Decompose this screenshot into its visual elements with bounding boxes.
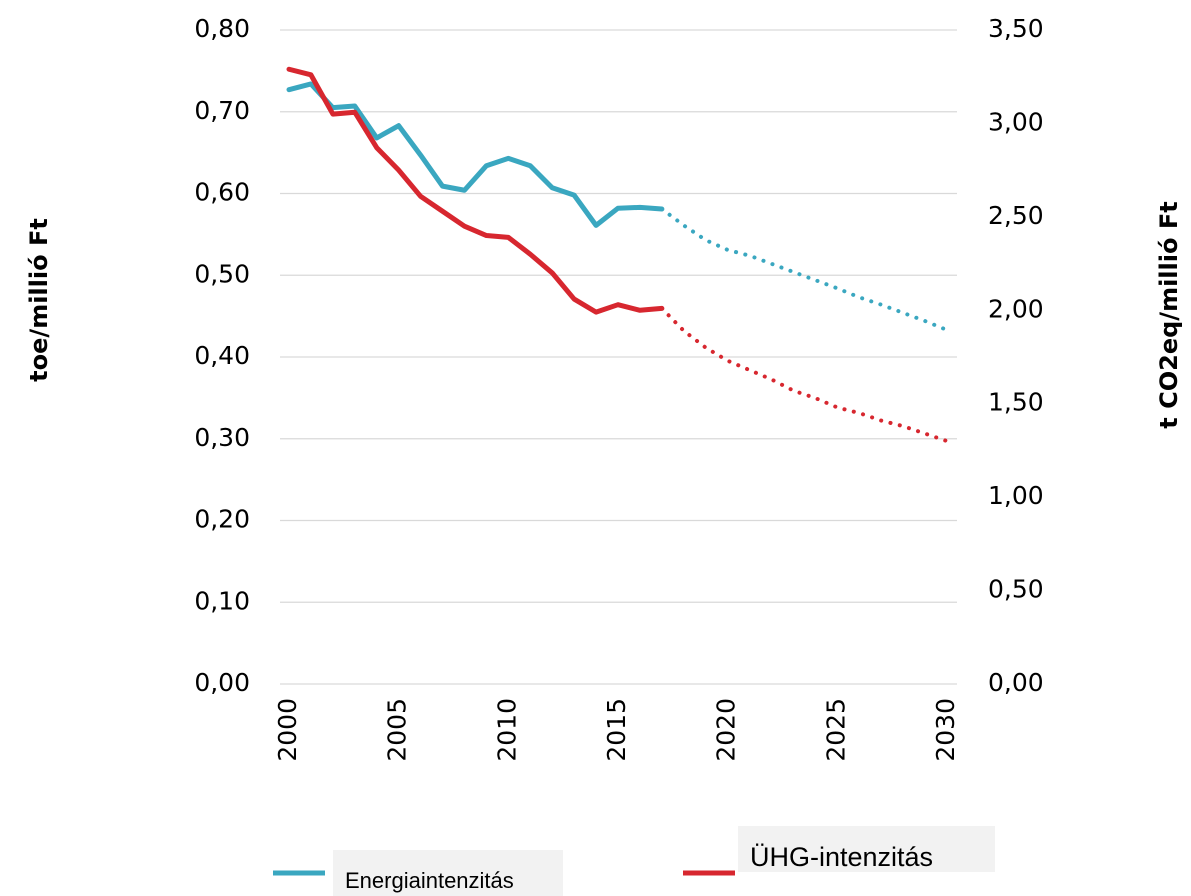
x-tick-label: 2020 — [712, 698, 741, 762]
legend-box — [738, 826, 995, 872]
x-tick-label: 2010 — [492, 698, 521, 762]
legend-label: Energiaintenzitás — [345, 868, 514, 893]
y-tick-label: 0,30 — [194, 423, 250, 452]
y-tick-label: 0,70 — [194, 96, 250, 125]
legend-label: ÜHG-intenzitás — [750, 842, 933, 872]
y2-tick-label: 2,50 — [988, 201, 1044, 230]
projection-line — [659, 306, 949, 444]
x-tick-label: 2000 — [273, 698, 302, 762]
y-tick-label: 0,60 — [194, 178, 250, 207]
x-tick-label: 2030 — [931, 698, 960, 762]
y2-tick-label: 3,00 — [988, 107, 1044, 136]
y-tick-label: 0,50 — [194, 259, 250, 288]
y-tick-label: 0,00 — [194, 668, 250, 697]
y2-tick-label: 0,00 — [988, 668, 1044, 697]
projection-line — [659, 207, 949, 333]
y2-tick-label: 3,50 — [988, 14, 1044, 43]
y2-tick-label: 2,00 — [988, 294, 1044, 323]
y-axis-title: toe/millió Ft — [25, 218, 53, 382]
y-tick-label: 0,80 — [194, 14, 250, 43]
y2-tick-label: 1,50 — [988, 388, 1044, 417]
line — [286, 81, 665, 228]
y-tick-label: 0,40 — [194, 341, 250, 370]
y2-axis-title: t CO2eq/millió Ft — [1155, 201, 1183, 428]
legend-box — [333, 850, 563, 896]
x-tick-label: 2025 — [821, 698, 850, 762]
y-tick-label: 0,10 — [194, 586, 250, 615]
y-tick-label: 0,20 — [194, 505, 250, 534]
y2-tick-label: 0,50 — [988, 575, 1044, 604]
x-tick-label: 2015 — [602, 698, 631, 762]
y2-tick-label: 1,00 — [988, 481, 1044, 510]
line — [286, 66, 665, 315]
x-tick-label: 2005 — [383, 698, 412, 762]
